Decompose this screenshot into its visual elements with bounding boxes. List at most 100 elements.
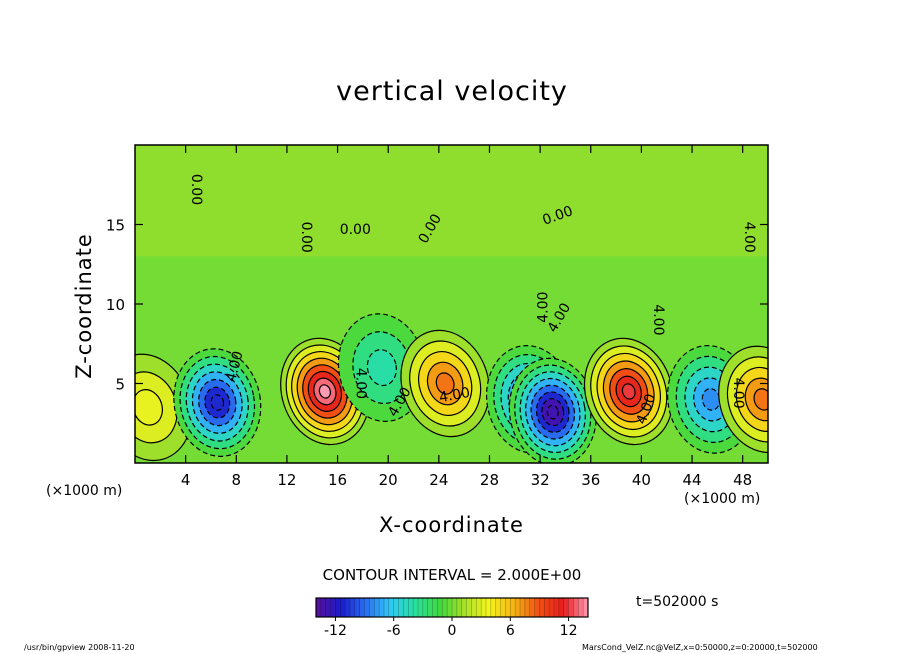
colorbar-swatch (558, 598, 565, 617)
x-tick-label: 20 (379, 471, 398, 489)
colorbar-swatch (320, 598, 327, 617)
colorbar-swatch (563, 598, 569, 617)
colorbar-swatch (461, 598, 467, 617)
x-tick-label: 24 (429, 471, 448, 489)
colorbar-swatch (345, 598, 351, 617)
contour-value-label: 4.00 (730, 377, 746, 408)
colorbar-swatch (524, 598, 531, 617)
x-axis-unit: (×1000 m) (684, 491, 761, 507)
contour-value-label: 4.00 (536, 292, 552, 323)
downdraft-cell (173, 348, 262, 457)
colorbar-swatch (422, 598, 429, 617)
colorbar-swatch (330, 598, 336, 617)
contour-level (435, 372, 455, 395)
colorbar-swatch (418, 598, 424, 617)
colorbar-swatch (500, 598, 506, 617)
colorbar-swatch (374, 598, 380, 617)
colorbar-swatch (354, 598, 361, 617)
updraft-cell (135, 353, 193, 462)
colorbar-swatch (490, 598, 497, 617)
contour-level (135, 389, 163, 426)
x-tick-label: 44 (682, 471, 701, 489)
x-tick-label: 36 (581, 471, 600, 489)
colorbar-swatch (481, 598, 487, 617)
colorbar-swatch (379, 598, 385, 617)
contour-level (546, 404, 559, 420)
x-tick-label: 12 (277, 471, 296, 489)
colorbar-swatch (549, 598, 555, 617)
y-axis-label: Z-coordinate (72, 233, 96, 379)
updraft-cell (718, 345, 768, 454)
colorbar-swatch (432, 598, 438, 617)
colorbar-swatch (466, 598, 472, 617)
contour-value-label: 4.00 (741, 222, 757, 253)
chart-title: vertical velocity (336, 76, 568, 107)
colorbar-swatch (573, 598, 579, 617)
contour-interval-label: CONTOUR INTERVAL = 2.000E+00 (322, 566, 582, 584)
y-tick-label: 10 (106, 296, 125, 314)
colorbar-swatch (398, 598, 404, 617)
colorbar-swatch (393, 598, 399, 617)
colorbar-swatch (544, 598, 550, 617)
contour-value-label: 4.00 (223, 349, 247, 383)
colorbar-tick-label: -12 (324, 623, 347, 639)
colorbar-swatch (539, 598, 545, 617)
colorbar-swatch (316, 598, 322, 617)
contour-value-label: 4.00 (650, 304, 666, 335)
colorbar-swatch (495, 598, 501, 617)
updraft-cell (583, 337, 674, 446)
x-tick-label: 28 (480, 471, 499, 489)
contour-value-label: 4.00 (438, 385, 471, 406)
colorbar-swatch (452, 598, 458, 617)
colorbar-tick-label: 0 (448, 623, 457, 639)
colorbar-swatch (408, 598, 414, 617)
colorbar-swatch (510, 598, 516, 617)
heatmap-field: 0.000.00 0.00 0.00 0.004.004.00 4.004.00 4.00… (135, 145, 768, 463)
colorbar-swatch (369, 598, 375, 617)
colorbar-swatch (403, 598, 409, 617)
contour-level (366, 349, 397, 387)
contour-value-label: 4.00 (353, 368, 369, 399)
x-tick-label: 40 (632, 471, 651, 489)
colorbar-swatch (364, 598, 370, 617)
colorbar-swatch (340, 598, 346, 617)
time-label: t=502000 s (636, 594, 719, 610)
colorbar-swatch (554, 598, 560, 617)
y-axis-unit: (×1000 m) (46, 483, 123, 499)
contour-value-label: 0.00 (298, 222, 314, 253)
colorbar-swatch (529, 598, 535, 617)
contour-value-label: 0.00 (340, 222, 371, 238)
colorbar-swatch (520, 598, 526, 617)
colorbar-swatch (471, 598, 477, 617)
contour-level (621, 383, 636, 400)
colorbar-swatch (388, 598, 395, 617)
colorbar-swatch (505, 598, 511, 617)
colorbar-swatch (335, 598, 341, 617)
colorbar-swatch (427, 598, 433, 617)
downdraft-cell (508, 357, 597, 463)
y-tick-label: 15 (106, 217, 125, 235)
colorbar-swatch (456, 598, 463, 617)
x-tick-label: 4 (181, 471, 191, 489)
colorbar: -12 -6 0 6 12 (315, 597, 589, 639)
colorbar-swatch (413, 598, 419, 617)
colorbar-swatch (437, 598, 443, 617)
colorbar-swatch (384, 598, 390, 617)
colorbar-swatch (486, 598, 492, 617)
colorbar-swatch (515, 598, 521, 617)
x-tick-label: 32 (531, 471, 550, 489)
footer-program-date: /usr/bin/gpview 2008-11-20 (24, 643, 135, 652)
contour-level (318, 384, 332, 399)
colorbar-swatch (568, 598, 574, 617)
colorbar-swatch (325, 598, 331, 617)
colorbar-swatch (442, 598, 448, 617)
colorbar-swatch (359, 598, 365, 617)
colorbar-swatch (476, 598, 482, 617)
y-tick-label: 5 (115, 376, 125, 394)
x-tick-label: 16 (328, 471, 347, 489)
colorbar-swatch (583, 598, 589, 617)
colorbar-swatch (447, 598, 453, 617)
updraft-cell (400, 329, 490, 438)
upper-layer-band (135, 145, 768, 257)
